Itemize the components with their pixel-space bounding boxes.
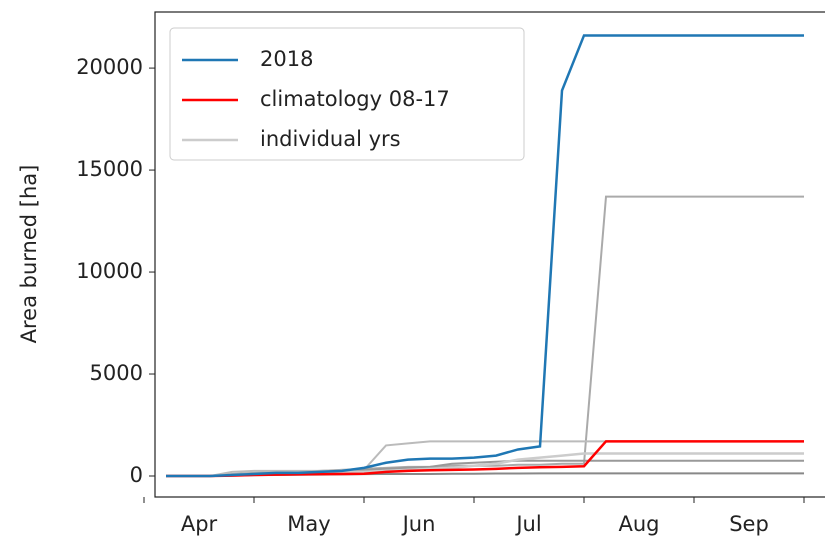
y-tick-label: 5000 xyxy=(90,361,143,385)
legend-box xyxy=(169,27,525,161)
series-line xyxy=(166,440,804,478)
x-tick-label: Jun xyxy=(401,512,436,536)
x-tick-label: Apr xyxy=(181,512,218,536)
legend-label: 2018 xyxy=(260,47,313,71)
plot-frame xyxy=(154,11,825,498)
series-line xyxy=(166,440,804,477)
y-tick-label: 0 xyxy=(130,463,143,487)
y-tick-label: 10000 xyxy=(76,259,143,283)
series-line xyxy=(166,34,804,478)
series-line xyxy=(166,195,804,477)
x-tick-label: Jul xyxy=(514,512,541,536)
y-tick-label: 15000 xyxy=(76,157,143,181)
x-tick-label: Aug xyxy=(618,512,659,536)
x-tick-label: May xyxy=(287,512,330,536)
legend-label: climatology 08-17 xyxy=(260,87,450,111)
legend-label: individual yrs xyxy=(260,127,401,151)
y-axis-label: Area burned [ha] xyxy=(17,165,41,344)
x-tick-label: Sep xyxy=(729,512,769,536)
y-tick-label: 20000 xyxy=(76,55,143,79)
